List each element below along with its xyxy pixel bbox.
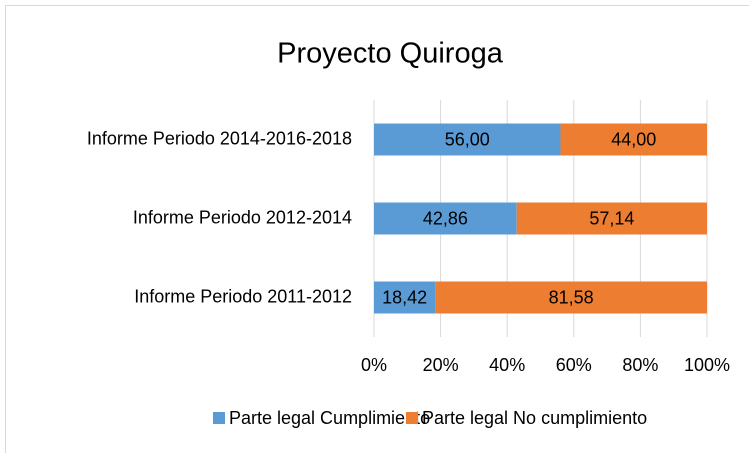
value-label: 44,00	[611, 129, 656, 149]
x-tick-label: 20%	[423, 355, 459, 375]
x-tick-label: 80%	[622, 355, 658, 375]
bar-segment	[374, 123, 561, 156]
legend-label: Parte legal No cumplimiento	[422, 408, 647, 428]
bar-segment	[560, 123, 707, 156]
x-tick-label: 60%	[556, 355, 592, 375]
bar-segment	[374, 202, 517, 235]
value-label: 81,58	[549, 287, 594, 307]
y-tick-label: Informe Periodo 2014-2016-2018	[87, 128, 352, 148]
chart-title: Proyecto Quiroga	[277, 38, 504, 70]
bar-segment	[516, 202, 707, 235]
value-label: 18,42	[382, 287, 427, 307]
legend-swatch	[213, 412, 225, 424]
bar-segment	[435, 281, 707, 314]
x-tick-label: 100%	[684, 355, 730, 375]
value-label: 57,14	[589, 208, 634, 228]
legend-label: Parte legal Cumplimiento	[229, 408, 430, 428]
chart-border	[5, 5, 749, 453]
value-label: 56,00	[445, 129, 490, 149]
y-tick-label: Informe Periodo 2011-2012	[134, 286, 352, 306]
legend-swatch	[406, 412, 418, 424]
value-label: 42,86	[423, 208, 468, 228]
y-tick-label: Informe Periodo 2012-2014	[133, 207, 352, 227]
x-tick-label: 40%	[489, 355, 525, 375]
bar-segment	[374, 281, 436, 314]
x-tick-label: 0%	[361, 355, 387, 375]
